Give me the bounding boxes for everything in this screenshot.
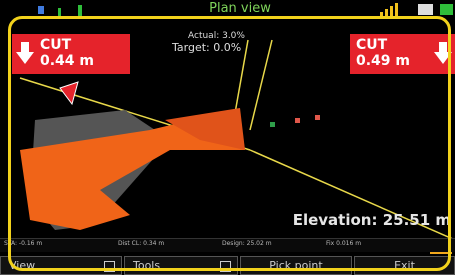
view-title: Plan view [170,0,310,17]
screen-frame [8,16,451,271]
screen: {"header": {"title": "Plan view"}, "cut_… [0,0,455,275]
